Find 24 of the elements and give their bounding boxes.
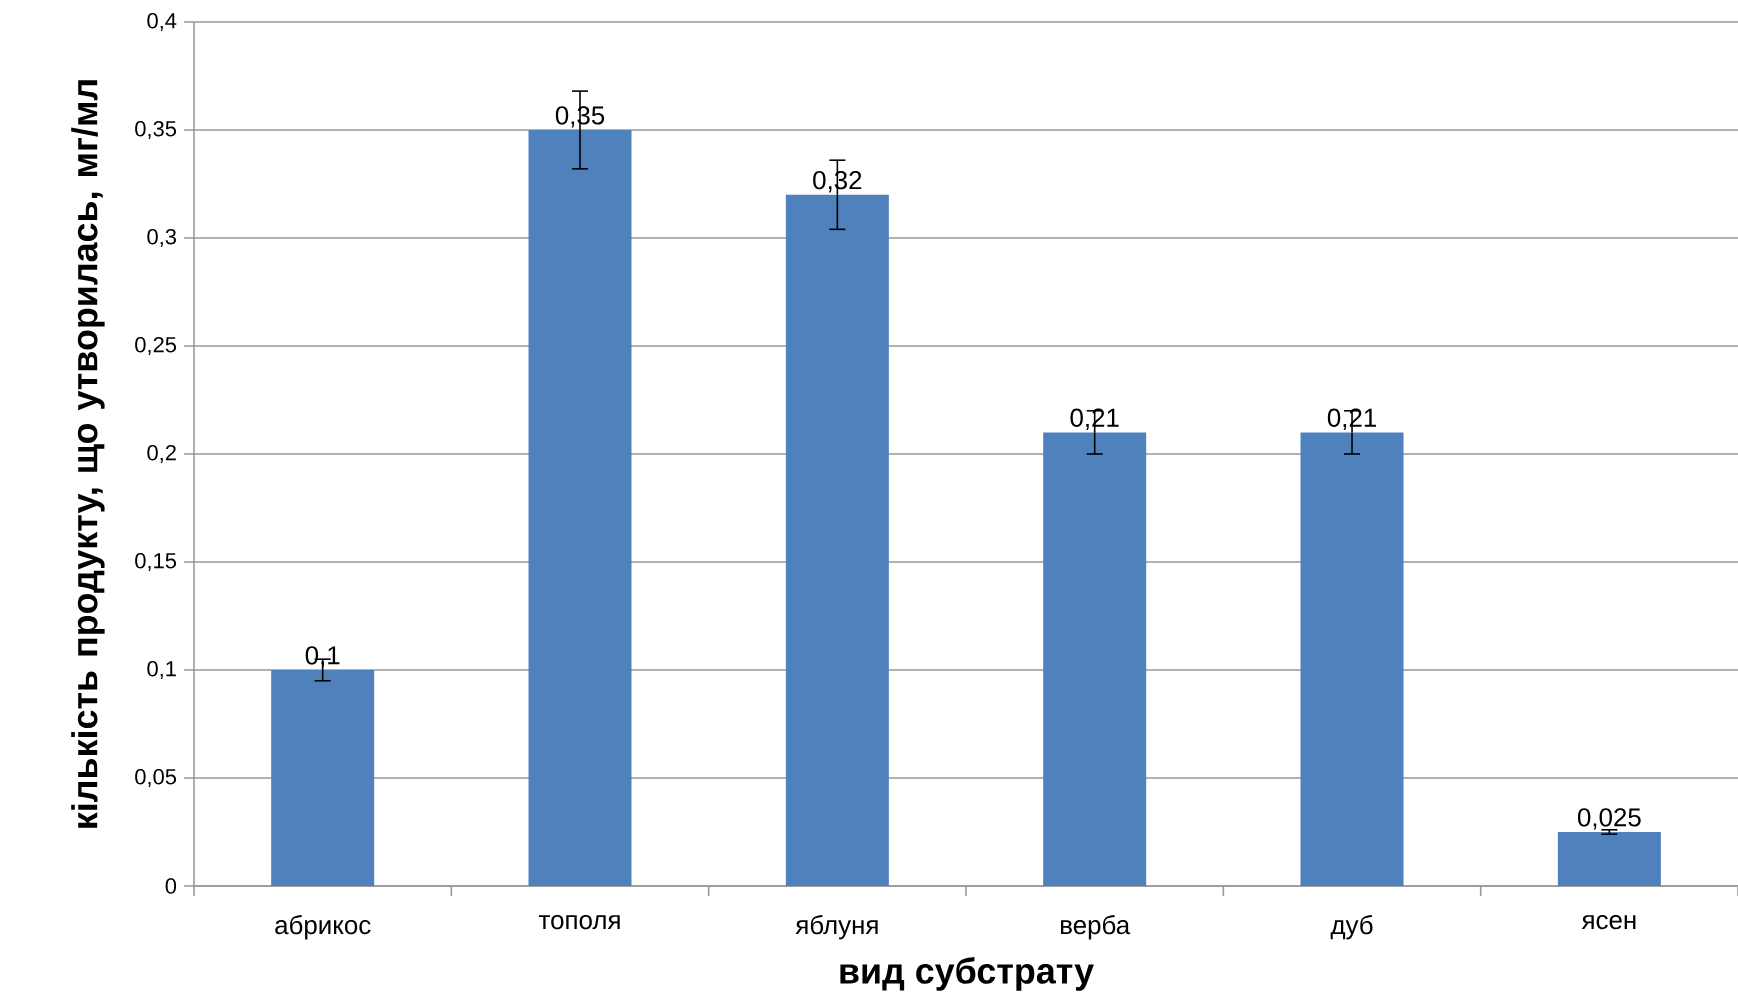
- bar: [271, 669, 375, 886]
- x-tick-label: ясен: [1581, 915, 1636, 930]
- y-tick-label: 0,1: [147, 660, 176, 680]
- bar: [785, 194, 889, 886]
- y-tick-label: 0,3: [147, 228, 176, 248]
- y-tick-label: 0,15: [135, 552, 177, 572]
- bar: [1300, 432, 1404, 886]
- x-tick-label: тополя: [538, 915, 620, 930]
- data-label: 0,025: [1577, 808, 1641, 830]
- y-tick-label: 0,05: [135, 768, 177, 788]
- y-tick-label: 0,35: [135, 120, 177, 140]
- x-axis-title: вид субстрату: [840, 957, 1094, 991]
- bar: [1557, 831, 1661, 886]
- x-tick-label: абрикос: [275, 915, 371, 940]
- x-tick-label: яблуня: [795, 915, 878, 940]
- bar: [1043, 432, 1147, 886]
- bar: [528, 129, 632, 886]
- x-tick-label: верба: [1061, 915, 1131, 940]
- y-tick-label: 0: [165, 878, 177, 894]
- x-tick-label: дуб: [1330, 915, 1373, 940]
- y-tick-label: 0,2: [147, 444, 176, 464]
- y-axis-title: кількість продукту, що утворилась, мг/мл: [71, 80, 105, 828]
- y-tick-label: 0,4: [147, 12, 177, 32]
- y-tick-label: 0,25: [135, 336, 177, 356]
